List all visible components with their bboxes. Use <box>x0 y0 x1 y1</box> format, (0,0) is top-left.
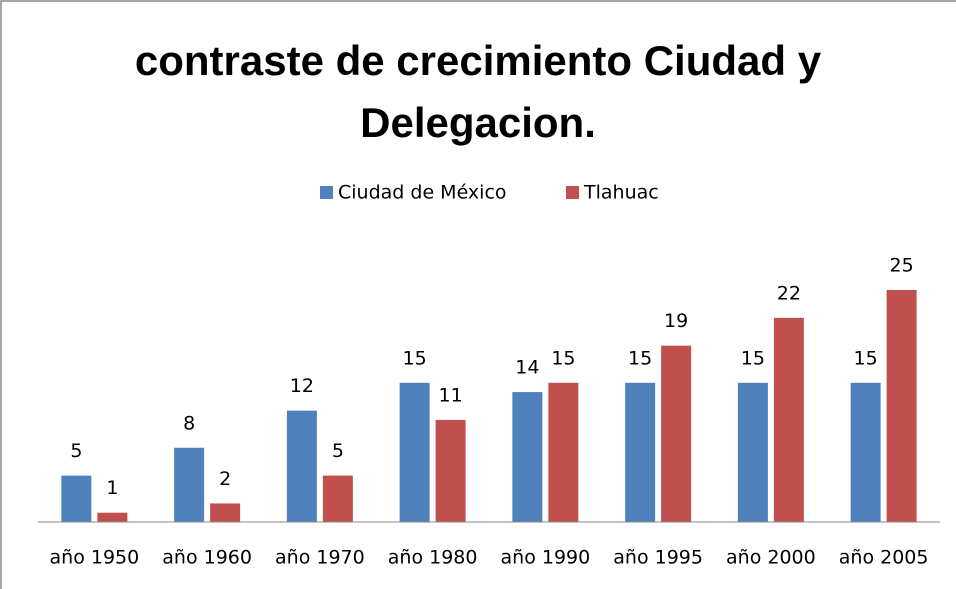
chart-title: contraste de crecimiento Ciudad y Delega… <box>134 37 822 146</box>
data-label: 1 <box>106 477 118 499</box>
bar <box>322 475 353 522</box>
x-tick-label: año 1995 <box>613 547 703 569</box>
x-tick-label: año 1950 <box>50 547 140 569</box>
data-label: 15 <box>403 347 427 369</box>
x-tick-label: año 2000 <box>726 547 816 569</box>
data-label: 11 <box>439 384 463 406</box>
data-label: 15 <box>854 347 878 369</box>
data-label: 19 <box>664 310 688 332</box>
x-tick-label: año 1960 <box>162 547 252 569</box>
bar <box>512 392 543 522</box>
legend-label: Tlahuac <box>583 182 659 204</box>
bar <box>174 447 205 522</box>
legend-swatch <box>320 186 333 199</box>
data-label: 5 <box>70 440 82 462</box>
data-label: 22 <box>777 282 801 304</box>
bar <box>661 345 692 522</box>
bar <box>773 317 804 522</box>
data-label: 8 <box>183 412 195 434</box>
data-label: 14 <box>515 357 539 379</box>
x-tick-label: año 1990 <box>501 547 591 569</box>
data-label: 15 <box>741 347 765 369</box>
data-label: 15 <box>551 347 575 369</box>
data-label: 2 <box>219 468 231 490</box>
x-tick-label: año 1980 <box>388 547 478 569</box>
bar <box>286 410 317 522</box>
data-label: 25 <box>890 255 914 277</box>
legend-label: Ciudad de México <box>338 182 507 204</box>
bar <box>850 382 881 522</box>
bar <box>210 503 241 522</box>
bar <box>548 382 579 522</box>
bar <box>61 475 92 522</box>
x-tick-label: año 1970 <box>275 547 365 569</box>
legend-swatch <box>566 186 579 199</box>
data-label: 5 <box>332 440 344 462</box>
data-label: 12 <box>290 375 314 397</box>
bar <box>625 382 656 522</box>
data-label: 15 <box>628 347 652 369</box>
bar <box>97 512 128 522</box>
bar <box>737 382 768 522</box>
bar <box>435 419 466 522</box>
bar <box>886 290 917 522</box>
x-tick-label: año 2005 <box>839 547 929 569</box>
bar <box>399 382 430 522</box>
